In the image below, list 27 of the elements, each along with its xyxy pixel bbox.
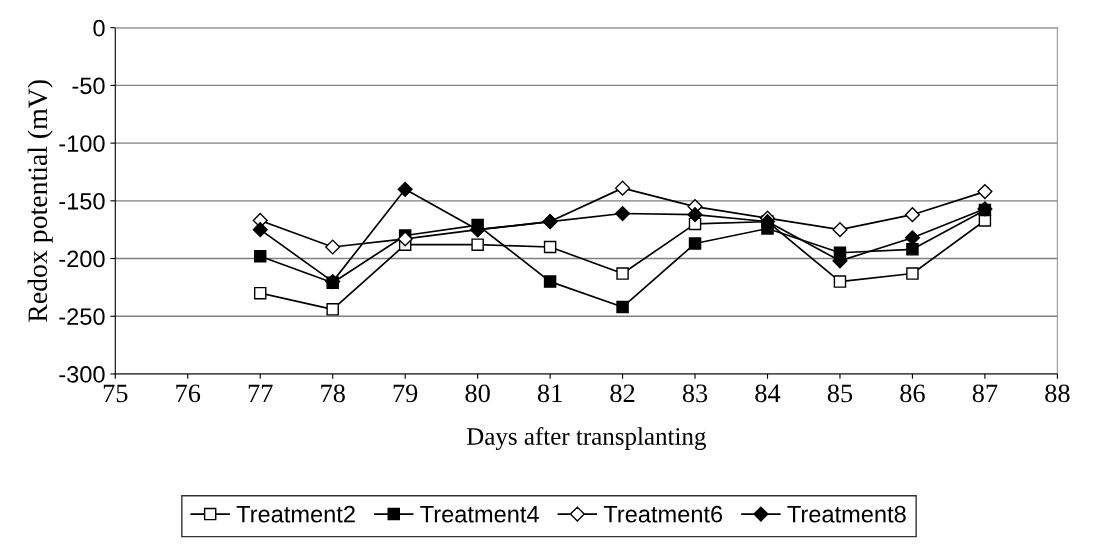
x-tick-label: 86 — [900, 384, 925, 403]
y-tick-label: 0 — [93, 19, 105, 37]
x-tick-label: 83 — [682, 384, 708, 403]
y-axis-title: Redox potential (mV) — [27, 80, 53, 322]
x-axis-title: Days after transplanting — [466, 427, 706, 451]
x-tick-label: 88 — [1045, 384, 1070, 403]
x-tick-label: 79 — [393, 384, 418, 403]
y-tick-label: -200 — [59, 250, 105, 268]
x-tick-label: 78 — [321, 384, 345, 403]
legend-label: Treatment4 — [420, 506, 539, 523]
y-tick-label: -150 — [59, 192, 105, 210]
y-tick-label: -100 — [59, 135, 105, 152]
x-tick-label: 82 — [610, 384, 635, 403]
x-tick-label: 80 — [465, 384, 490, 403]
y-tick-label: -300 — [59, 366, 105, 383]
y-tick-label: -50 — [72, 77, 105, 95]
x-tick-label: 85 — [827, 384, 853, 403]
y-tick-label: -250 — [59, 308, 105, 326]
legend-label: Treatment6 — [603, 505, 723, 523]
legend-label: Treatment2 — [236, 505, 355, 523]
x-tick-label: 75 — [103, 384, 128, 403]
x-tick-label: 87 — [972, 384, 998, 403]
x-tick-label: 77 — [248, 384, 273, 402]
legend-label: Treatment8 — [787, 505, 906, 523]
x-tick-label: 84 — [755, 384, 781, 403]
x-tick-label: 81 — [537, 384, 562, 403]
x-tick-label: 76 — [176, 384, 201, 403]
